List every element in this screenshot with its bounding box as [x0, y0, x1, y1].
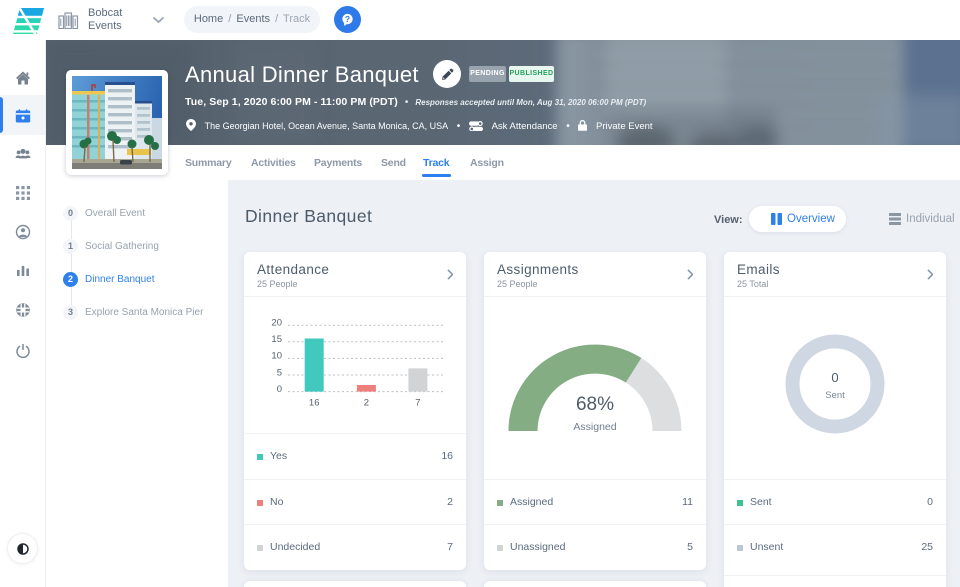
svg-text:?: ?: [345, 14, 350, 24]
svg-text:Assigned: Assigned: [573, 421, 616, 433]
svg-text:0: 0: [277, 384, 282, 395]
svg-text:5: 5: [277, 367, 282, 378]
svg-text:Sent: Sent: [825, 390, 845, 401]
svg-text:20: 20: [271, 318, 282, 329]
svg-text:0: 0: [831, 370, 838, 385]
svg-text:7: 7: [415, 398, 420, 409]
svg-text:10: 10: [271, 351, 282, 362]
svg-text:15: 15: [271, 334, 282, 345]
svg-text:16: 16: [309, 398, 320, 409]
svg-text:68%: 68%: [576, 394, 614, 415]
svg-text:2: 2: [364, 398, 369, 409]
